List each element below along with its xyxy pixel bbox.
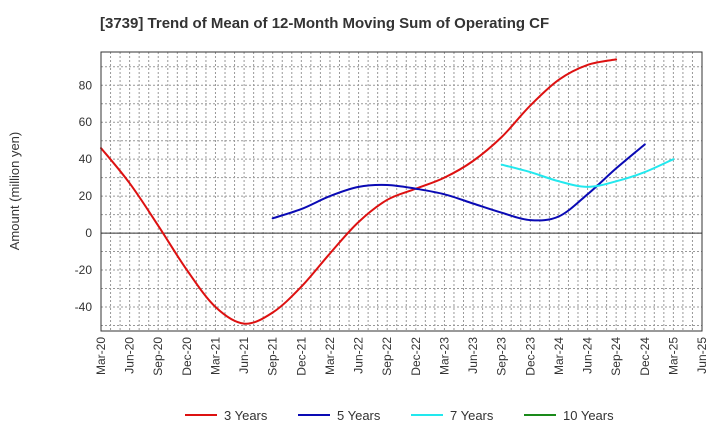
y-axis-ticks: -40 -20 0 20 40 60 80 [75, 78, 93, 314]
x-tick-label: Mar-22 [323, 337, 337, 375]
legend-label-7-years: 7 Years [450, 408, 494, 423]
x-tick-label: Dec-20 [180, 337, 194, 376]
x-tick-label: Dec-21 [294, 337, 308, 376]
y-tick-label: 80 [79, 78, 93, 92]
y-tick-label: 20 [79, 189, 93, 203]
x-tick-label: Sep-21 [266, 337, 280, 376]
x-tick-label: Mar-24 [552, 337, 566, 375]
series-line-7-years [500, 158, 675, 188]
legend-label-3-years: 3 Years [224, 408, 268, 423]
legend: 3 Years 5 Years 7 Years 10 Years [185, 408, 614, 423]
x-tick-label: Sep-20 [151, 337, 165, 376]
x-tick-label: Dec-23 [523, 337, 537, 376]
x-tick-label: Sep-23 [495, 337, 509, 376]
x-tick-label: Jun-24 [581, 337, 595, 374]
x-tick-label: Jun-22 [352, 337, 366, 374]
x-tick-label: Jun-20 [123, 337, 137, 374]
x-tick-label: Mar-20 [94, 337, 108, 375]
x-tick-label: Mar-25 [666, 337, 680, 375]
series-line-5-years [271, 143, 646, 222]
x-axis-ticks: Mar-20 Jun-20 Sep-20 Dec-20 Mar-21 Jun-21 Sep-… [94, 337, 709, 376]
chart-title: [3739] Trend of Mean of 12-Month Moving … [100, 15, 549, 32]
y-axis-label: Amount (million yen) [7, 132, 22, 251]
y-tick-label: -40 [75, 300, 93, 314]
legend-label-10-years: 10 Years [563, 408, 614, 423]
series-lines [100, 58, 675, 325]
grid [100, 52, 703, 331]
y-tick-label: 0 [85, 226, 92, 240]
x-tick-label: Mar-23 [437, 337, 451, 375]
series-line-3-years [100, 58, 618, 325]
x-tick-label: Dec-24 [638, 337, 652, 376]
x-tick-label: Sep-22 [380, 337, 394, 376]
y-tick-label: 40 [79, 152, 93, 166]
x-tick-label: Jun-21 [237, 337, 251, 374]
y-tick-label: 60 [79, 115, 93, 129]
x-tick-label: Dec-22 [409, 337, 423, 376]
x-tick-label: Mar-21 [208, 337, 222, 375]
x-tick-label: Sep-24 [609, 337, 623, 376]
x-tick-label: Jun-23 [466, 337, 480, 374]
x-tick-label: Jun-25 [695, 337, 709, 374]
y-tick-label: -20 [75, 263, 93, 277]
plot-frame [100, 51, 703, 332]
legend-label-5-years: 5 Years [337, 408, 381, 423]
